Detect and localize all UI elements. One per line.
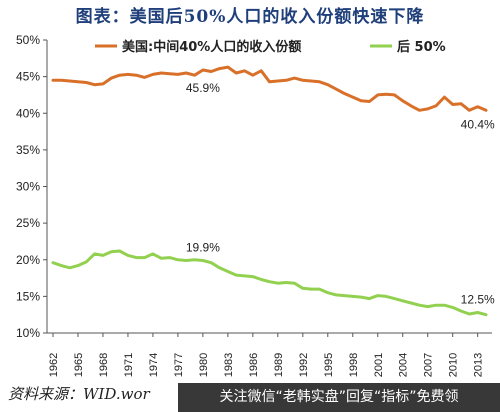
x-tick-label: 1968 (98, 353, 110, 377)
x-tick-label: 2007 (423, 353, 435, 377)
x-tick-label: 1989 (273, 353, 285, 377)
y-tick-label: 20% (16, 253, 40, 267)
legend-label-2: 后 50% (397, 39, 446, 55)
x-tick-label: 1962 (48, 353, 60, 377)
series-lines (51, 65, 488, 317)
x-tick-label: 1971 (123, 353, 135, 377)
x-tick-label: 1974 (148, 353, 160, 377)
data-label: 45.9% (186, 81, 220, 95)
watermark-banner: 关注微信“老韩实盘”回复“指标”免费领 (178, 383, 500, 412)
x-tick-label: 2001 (373, 353, 385, 377)
x-tick-label: 1992 (298, 353, 310, 377)
chart-title: 图表：美国后50%人口的收入份额快速下降 (75, 7, 425, 27)
y-tick-label: 40% (16, 106, 40, 120)
y-tick-label: 50% (16, 33, 40, 47)
x-tick-label: 1998 (348, 353, 360, 377)
series-line-1 (51, 65, 488, 112)
source-note: 资料来源：WID.wor (8, 385, 150, 403)
x-axis: 1962 1965 1968 1971 1974 1977 1980 1983 1986 1989… (48, 333, 485, 377)
y-tick-label: 45% (16, 70, 40, 84)
x-tick-label: 2010 (448, 353, 460, 377)
x-tick-label: 1980 (198, 353, 210, 377)
y-tick-label: 15% (16, 289, 40, 303)
x-tick-label: 1965 (73, 353, 85, 377)
y-tick-label: 25% (16, 216, 40, 230)
data-label: 12.5% (461, 292, 495, 306)
data-labels: 45.9% 40.4% 19.9% 12.5% (186, 81, 495, 306)
legend-label-1: 美国:中间40%人口的收入份额 (122, 39, 301, 55)
x-tick-label: 1983 (223, 353, 235, 377)
legend: 美国:中间40%人口的收入份额 后 50% (95, 39, 446, 55)
series-line-2 (51, 249, 488, 317)
x-tick-label: 2013 (473, 353, 485, 377)
data-label: 19.9% (186, 240, 220, 254)
x-tick-label: 1986 (248, 353, 260, 377)
y-tick-label: 35% (16, 143, 40, 157)
x-tick-label: 1977 (173, 353, 185, 377)
x-tick-label: 1995 (323, 353, 335, 377)
y-axis: 10% 15% 20% 25% 30% 35% 40% 45% 50% (16, 33, 47, 340)
y-tick-label: 10% (16, 326, 40, 340)
x-tick-label: 2004 (398, 353, 410, 377)
y-tick-label: 30% (16, 180, 40, 194)
data-label: 40.4% (461, 118, 495, 132)
